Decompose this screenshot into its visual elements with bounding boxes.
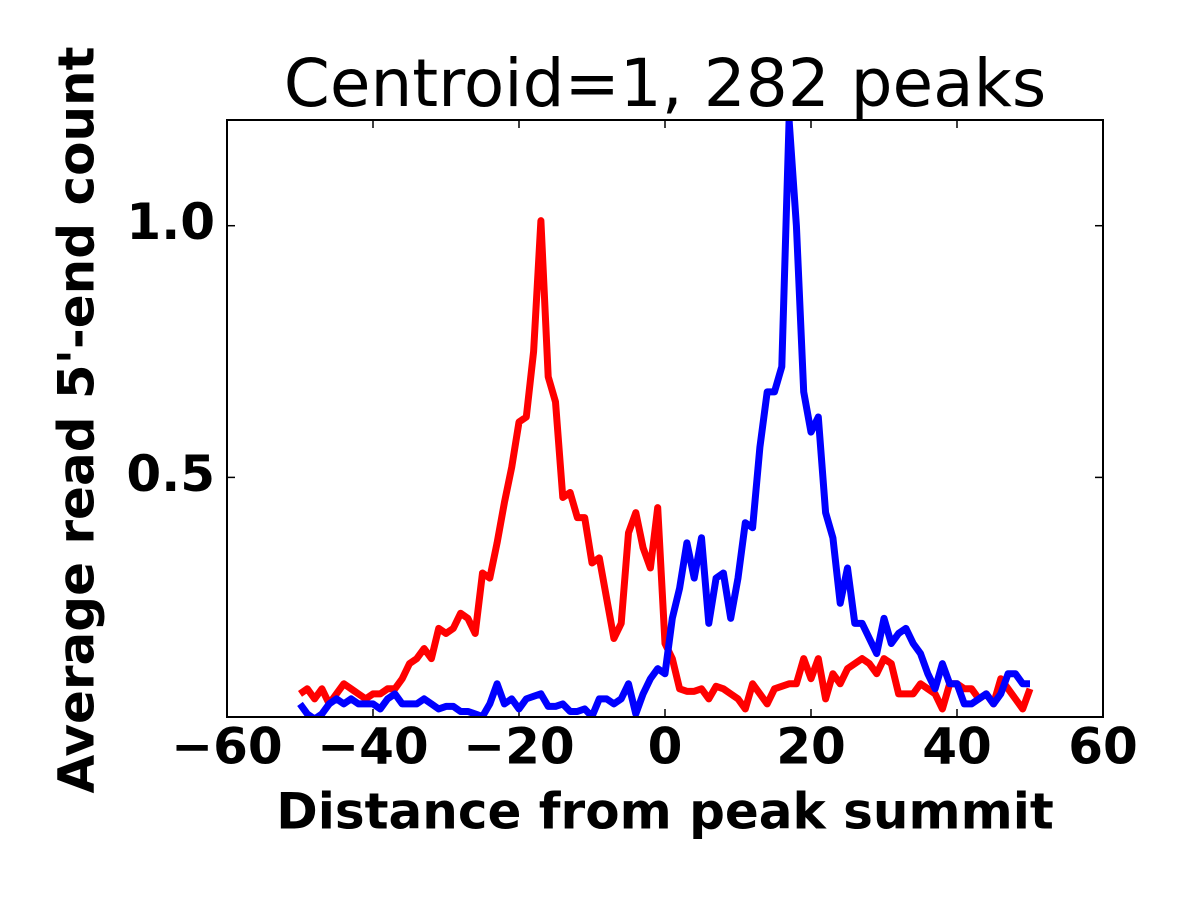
data-line (297, 120, 1030, 717)
chart-title: Centroid=1, 282 peaks (284, 45, 1046, 122)
x-tick-label: −60 (171, 718, 282, 776)
x-tick-label: −40 (317, 718, 428, 776)
data-line (298, 217, 1034, 713)
x-tick-label: 20 (776, 718, 846, 776)
plot-frame (226, 119, 1104, 718)
x-tick-label: 0 (648, 718, 683, 776)
x-tick-label: 40 (922, 718, 992, 776)
x-tick-label: 60 (1068, 718, 1138, 776)
y-axis-label: Average read 5'-end count (48, 46, 106, 793)
y-tick-label: 0.5 (126, 445, 215, 503)
x-tick-label: −20 (463, 718, 574, 776)
x-axis-label: Distance from peak summit (276, 783, 1054, 841)
y-tick-label: 1.0 (126, 193, 215, 251)
